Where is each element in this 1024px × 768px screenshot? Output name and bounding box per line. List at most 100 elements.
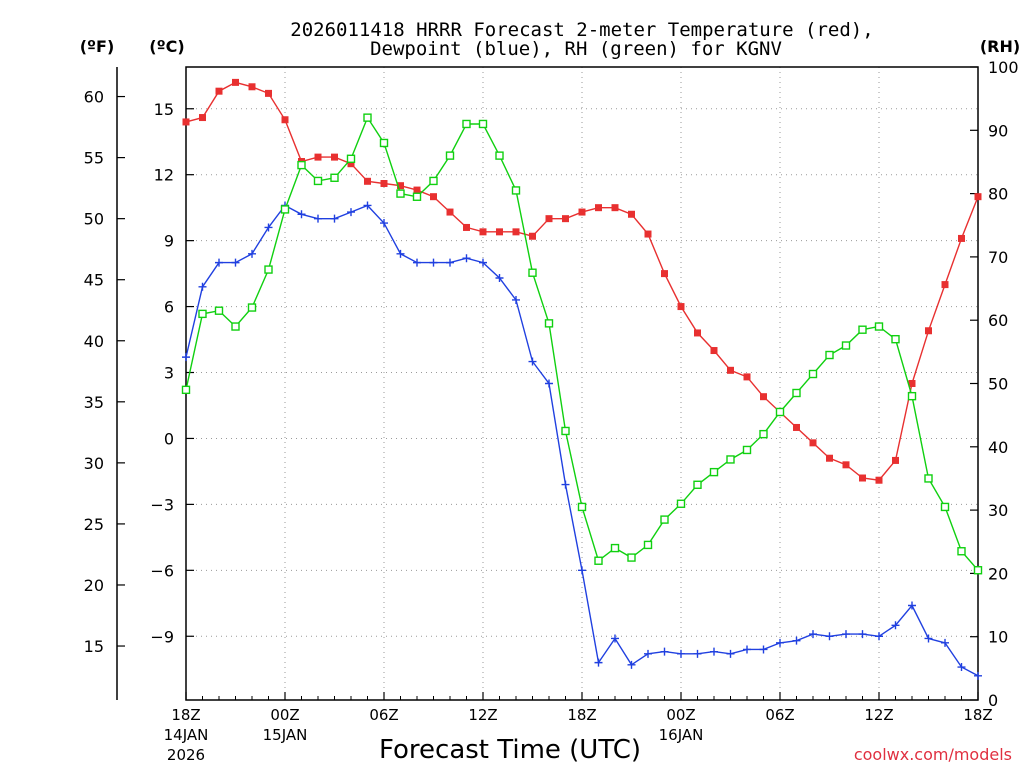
rh-tick-label: 90 <box>988 121 1008 140</box>
temperature-point <box>199 114 206 122</box>
celsius-tick-label: −3 <box>150 495 174 514</box>
rh-point <box>610 543 620 553</box>
x-tick-date: 14JAN <box>164 726 209 744</box>
rh-point <box>891 334 900 344</box>
fahrenheit-tick-label: 15 <box>84 637 104 656</box>
temperature-point <box>677 303 685 311</box>
dewpoint-point <box>611 634 619 643</box>
rh-tick-label: 70 <box>988 248 1008 267</box>
x-tick-label: 06Z <box>765 706 794 724</box>
temperature-point <box>281 116 289 124</box>
rh-point <box>528 268 537 277</box>
temperature-point <box>265 89 272 97</box>
dewpoint-point <box>528 357 537 366</box>
rh-point <box>495 151 504 160</box>
temperature-point <box>496 228 503 236</box>
rh-tick-label: 30 <box>988 501 1008 520</box>
rh-point <box>726 455 735 464</box>
celsius-tick-label: 6 <box>164 298 174 317</box>
dewpoint-point <box>957 663 966 672</box>
dewpoint-point <box>875 632 883 641</box>
rh-point <box>346 154 356 163</box>
temperature-point <box>446 208 454 216</box>
dewpoint-point <box>363 201 372 210</box>
x-tick-label: 00Z <box>270 706 299 724</box>
chart-title-line1: 2026011418 HRRR Forecast 2-meter Tempera… <box>290 19 873 41</box>
dewpoint-point <box>594 658 603 667</box>
dewpoint-point <box>479 258 487 267</box>
x-tick-date: 16JAN <box>659 726 704 744</box>
rh-tick-label: 100 <box>988 58 1019 77</box>
temperature-point <box>479 228 487 236</box>
fahrenheit-tick-label: 60 <box>84 88 104 107</box>
temperature-point <box>545 215 553 223</box>
dewpoint-point <box>297 210 306 219</box>
rh-tick-label: 10 <box>988 628 1008 647</box>
temperature-point <box>925 327 932 335</box>
dewpoint-point <box>413 258 421 267</box>
fahrenheit-tick-label: 30 <box>84 454 104 473</box>
rh-point <box>379 138 389 148</box>
dewpoint-point <box>792 636 801 645</box>
temperature-point <box>644 230 652 238</box>
temperature-point <box>430 193 437 201</box>
rh-point <box>231 322 240 331</box>
x-tick-date: 15JAN <box>263 726 308 744</box>
dewpoint-point <box>429 258 438 267</box>
temperature-point <box>512 228 520 236</box>
rh-point <box>280 205 290 214</box>
rh-point <box>660 515 669 524</box>
temperature-point <box>413 186 421 194</box>
rh-tick-label: 0 <box>988 691 998 710</box>
x-tick-label: 18Z <box>963 706 992 724</box>
dewpoint-point <box>561 480 570 489</box>
dewpoint-point <box>809 630 817 639</box>
dewpoint-point <box>231 258 240 267</box>
rh-point <box>841 341 851 350</box>
dewpoint-point <box>974 671 982 680</box>
temperature-point <box>595 204 602 212</box>
rh-point <box>957 547 966 556</box>
fahrenheit-tick-label: 45 <box>84 271 104 290</box>
dewpoint-point <box>248 249 256 258</box>
dewpoint-point <box>182 353 190 362</box>
dewpoint-point <box>446 258 454 267</box>
rh-point <box>775 407 785 417</box>
celsius-tick-label: 0 <box>164 429 174 448</box>
fahrenheit-tick-label: 40 <box>84 332 104 351</box>
rh-point <box>561 426 570 436</box>
x-tick-year: 2026 <box>167 746 205 764</box>
rh-point <box>709 467 719 477</box>
rh-point <box>511 186 521 195</box>
dewpoint-point <box>264 223 273 232</box>
temperature-point <box>578 208 586 216</box>
temperature-point <box>611 204 619 212</box>
rh-point <box>825 350 834 360</box>
temperature-point <box>331 153 338 161</box>
rh-tick-label: 80 <box>988 185 1008 204</box>
temperature-point <box>380 179 388 187</box>
rh-point <box>330 173 339 182</box>
rh-point <box>940 502 950 512</box>
dewpoint-point <box>924 634 933 643</box>
dewpoint-point <box>578 566 586 575</box>
credit-text: coolwx.com/models <box>854 745 1012 764</box>
dewpoint-point <box>891 621 900 630</box>
temperature-point <box>529 232 536 240</box>
temperature-point <box>694 329 701 337</box>
dewpoint-line <box>185 204 979 677</box>
temperature-point <box>314 153 322 161</box>
rh-point <box>973 566 983 575</box>
rh-point <box>759 429 768 439</box>
rh-point <box>808 369 818 379</box>
rh-point <box>181 385 191 395</box>
rh-point <box>363 113 372 122</box>
x-tick-label: 12Z <box>468 706 497 724</box>
fahrenheit-tick-label: 25 <box>84 515 104 534</box>
temperature-point <box>397 182 404 190</box>
dewpoint-point <box>776 638 784 647</box>
dewpoint-point <box>330 214 339 223</box>
temperature-point <box>842 461 850 469</box>
rh-tick-label: 20 <box>988 564 1008 583</box>
rh-point <box>462 119 471 129</box>
